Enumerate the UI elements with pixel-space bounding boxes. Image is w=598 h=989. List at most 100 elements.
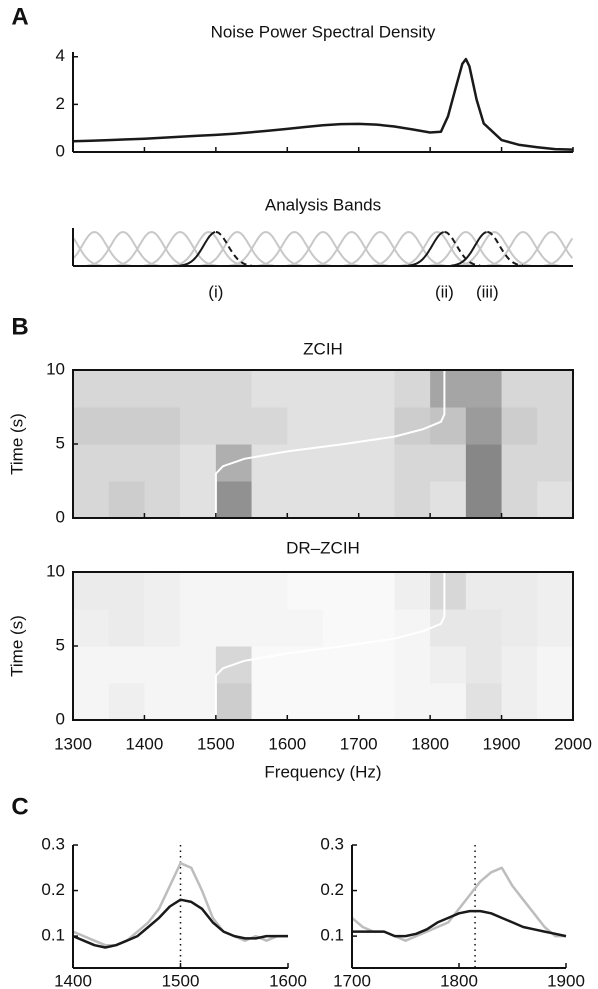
x-tick-label: 1800	[440, 971, 478, 989]
x-tick-label: 1400	[126, 734, 164, 753]
heat-cell	[215, 609, 253, 647]
heat-cell	[108, 370, 145, 408]
heat-cell	[465, 444, 503, 482]
heat-cell	[465, 683, 503, 721]
heat-cell	[323, 370, 360, 408]
heat-cell	[144, 572, 181, 610]
heat-cell	[501, 572, 538, 610]
highlighted-band-left	[179, 231, 216, 267]
band-curve	[172, 231, 246, 267]
heat-cell	[394, 609, 431, 647]
chart-title: Analysis Bands	[265, 195, 381, 214]
heat-cell	[73, 481, 110, 519]
heat-cell	[537, 572, 574, 610]
heat-cell	[323, 481, 360, 519]
heat-cell	[465, 572, 503, 610]
band-label: (ii)	[435, 282, 454, 301]
frequency-track	[214, 370, 446, 518]
heat-cell	[537, 481, 574, 519]
heat-cell	[501, 481, 538, 519]
y-tick-label: 5	[56, 635, 65, 654]
heat-cell	[287, 609, 324, 647]
heat-cell	[537, 683, 574, 721]
y-tick-label: 0.3	[41, 834, 65, 853]
highlighted-band-left	[407, 231, 444, 267]
x-tick-label: 1500	[162, 971, 200, 989]
heat-cell	[430, 683, 467, 721]
heat-cell	[144, 609, 181, 647]
x-tick-label: 1700	[333, 971, 371, 989]
heat-cell	[358, 481, 395, 519]
highlighted-band-right	[487, 231, 524, 267]
heat-cell	[358, 646, 395, 684]
heat-cell	[180, 370, 217, 408]
heat-cell	[430, 481, 467, 519]
heat-cell	[108, 444, 145, 482]
y-tick-label: 10	[46, 359, 65, 378]
heat-cell	[73, 407, 110, 445]
heat-cell	[465, 407, 503, 445]
heat-cell	[501, 609, 538, 647]
heat-cell	[251, 572, 288, 610]
y-tick-label: 0.1	[41, 926, 65, 945]
heat-cell	[323, 609, 360, 647]
heat-cell	[501, 370, 538, 408]
heat-cell	[215, 370, 253, 408]
band-curve	[143, 231, 217, 267]
heat-cell	[501, 683, 538, 721]
y-tick-label: 2	[56, 94, 65, 113]
heat-cell	[323, 444, 360, 482]
x-tick-label: 1900	[483, 734, 521, 753]
y-tick-label: 5	[56, 433, 65, 452]
heat-cell	[501, 444, 538, 482]
series-line	[352, 909, 567, 938]
band-curve	[229, 231, 303, 267]
highlighted-band-right	[444, 231, 481, 267]
heat-cell	[358, 683, 395, 721]
heat-cell	[144, 407, 181, 445]
heat-cell	[465, 646, 503, 684]
heat-cell	[73, 609, 110, 647]
heat-cell	[501, 407, 538, 445]
heat-cell	[287, 407, 324, 445]
band-curve	[486, 231, 560, 267]
heat-cell	[537, 407, 574, 445]
heat-cell	[144, 683, 181, 721]
band-label: (iii)	[476, 282, 499, 301]
x-tick-label: 1500	[197, 734, 235, 753]
heat-cell	[394, 407, 431, 445]
highlighted-band-right	[215, 231, 252, 267]
y-tick-label: 0	[56, 141, 65, 160]
heat-cell	[251, 370, 288, 408]
band-curve	[72, 237, 103, 267]
heat-cell	[251, 481, 288, 519]
heat-cell	[358, 572, 395, 610]
heat-cell	[501, 646, 538, 684]
heat-cell	[108, 646, 145, 684]
heat-cell	[108, 572, 145, 610]
panel-label: A	[11, 3, 28, 30]
heat-cell	[323, 683, 360, 721]
band-curve	[372, 231, 446, 267]
x-axis-label: Frequency (Hz)	[264, 762, 381, 781]
y-axis-label: Time (s)	[7, 413, 26, 475]
heat-cell	[73, 683, 110, 721]
y-tick-label: 10	[46, 561, 65, 580]
band-curve	[72, 231, 131, 267]
x-tick-label: 2000	[554, 734, 592, 753]
heat-cell	[287, 572, 324, 610]
heat-cell	[323, 407, 360, 445]
heat-cell	[108, 407, 145, 445]
heat-cell	[394, 444, 431, 482]
x-tick-label: 1700	[340, 734, 378, 753]
heat-cell	[251, 407, 288, 445]
y-tick-label: 0.2	[41, 880, 65, 899]
band-curve	[115, 231, 189, 267]
series-line	[72, 861, 288, 947]
heat-cell	[108, 683, 145, 721]
heat-cell	[108, 481, 145, 519]
heat-cell	[73, 370, 110, 408]
band-curve	[543, 237, 574, 267]
band-curve	[457, 231, 531, 267]
